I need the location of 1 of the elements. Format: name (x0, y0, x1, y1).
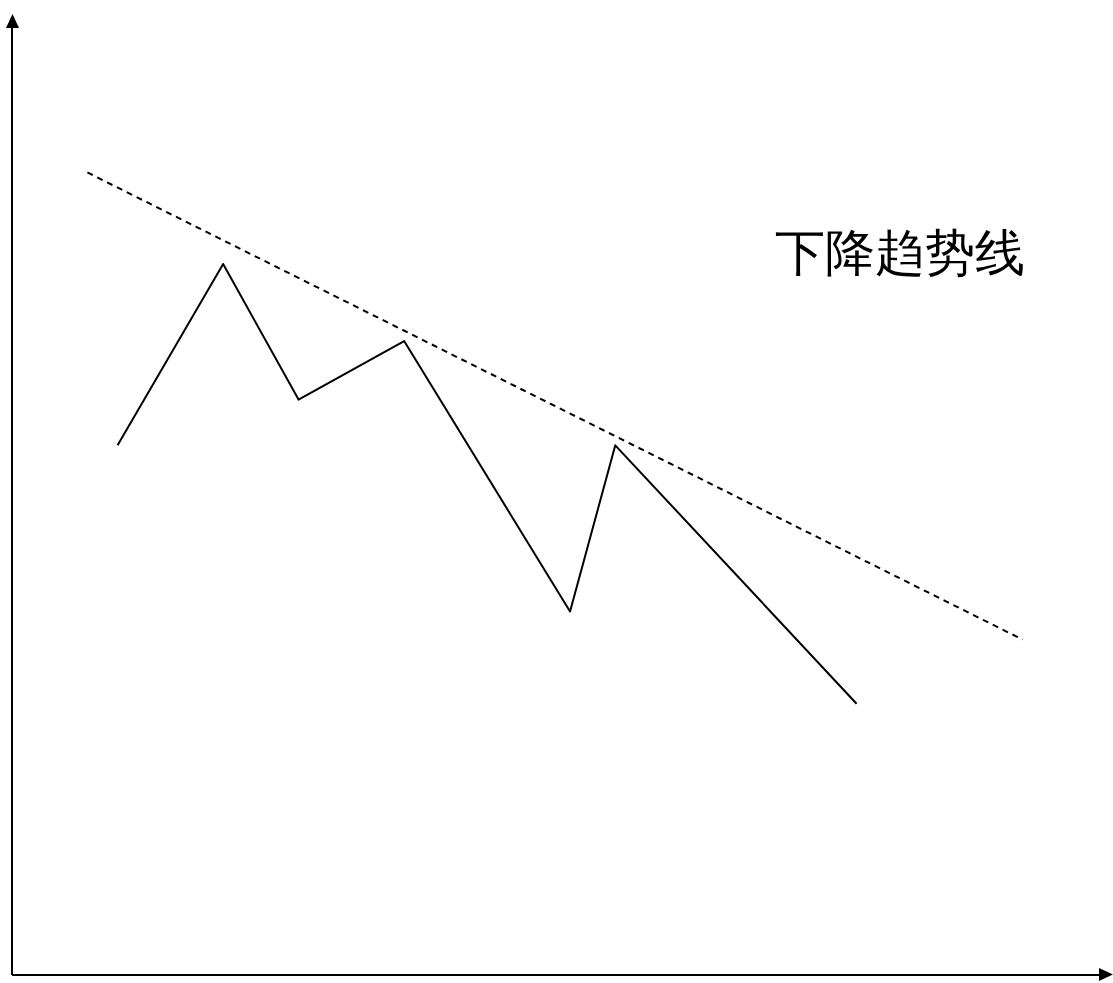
text: 下降趋势线 (774, 224, 1025, 282)
